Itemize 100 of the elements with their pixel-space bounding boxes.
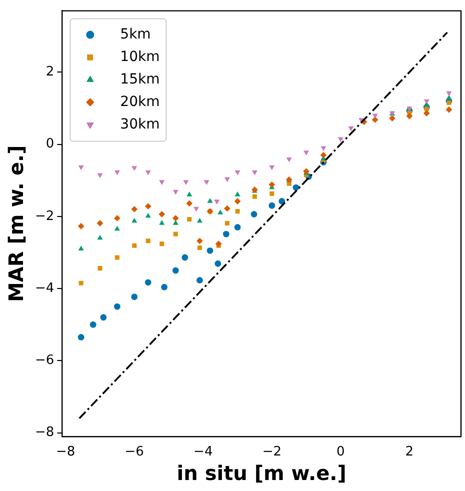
point xyxy=(214,260,222,267)
point xyxy=(114,214,120,222)
point xyxy=(160,242,164,246)
point xyxy=(146,238,150,244)
point xyxy=(406,112,413,120)
point xyxy=(97,234,103,240)
point xyxy=(144,203,152,210)
point xyxy=(159,220,165,225)
point xyxy=(183,180,189,185)
point xyxy=(182,254,188,261)
point xyxy=(131,294,138,300)
point xyxy=(446,91,452,96)
point xyxy=(78,222,84,230)
point xyxy=(145,212,151,218)
point xyxy=(234,224,241,230)
point xyxy=(286,157,292,162)
point xyxy=(159,180,165,185)
point xyxy=(158,211,166,218)
point xyxy=(252,170,258,176)
point xyxy=(144,279,152,286)
point xyxy=(90,321,96,328)
point xyxy=(98,266,102,271)
point xyxy=(114,303,120,310)
legend-label: 15km xyxy=(120,71,160,88)
point xyxy=(224,177,230,182)
point xyxy=(100,314,107,321)
point xyxy=(292,184,300,191)
point xyxy=(268,181,276,188)
point xyxy=(145,170,151,176)
point xyxy=(114,255,120,260)
point xyxy=(268,202,276,209)
point xyxy=(196,277,203,284)
y-tick-label: −2 xyxy=(34,208,54,224)
point xyxy=(218,210,224,214)
point xyxy=(214,200,220,204)
point xyxy=(186,200,193,207)
point xyxy=(207,198,213,203)
point xyxy=(187,217,192,222)
point xyxy=(270,191,274,196)
point xyxy=(197,246,202,250)
point xyxy=(132,218,138,223)
point xyxy=(196,238,203,244)
point xyxy=(172,220,178,225)
legend-label: 20km xyxy=(120,94,160,110)
point xyxy=(304,150,310,156)
point xyxy=(161,284,168,290)
y-tick-label: 0 xyxy=(46,136,54,152)
point xyxy=(278,198,286,204)
x-tick-label: −6 xyxy=(124,444,144,460)
point xyxy=(222,230,230,238)
point xyxy=(132,166,138,171)
point xyxy=(78,280,84,286)
point xyxy=(78,334,84,340)
point xyxy=(215,240,222,247)
point xyxy=(250,211,258,218)
point xyxy=(78,246,84,250)
y-tick-label: −8 xyxy=(34,425,54,440)
point xyxy=(206,247,214,254)
y-tick-label: −4 xyxy=(34,280,54,296)
y-axis-title: MAR [m w. e.] xyxy=(4,145,28,302)
point xyxy=(320,152,327,158)
point xyxy=(446,100,452,106)
point xyxy=(172,267,179,274)
legend-label: 30km xyxy=(120,116,160,132)
point xyxy=(78,165,84,170)
point xyxy=(204,180,210,185)
point xyxy=(193,206,200,212)
x-tick-label: −8 xyxy=(56,444,76,460)
point xyxy=(234,170,240,176)
legend-label: 10km xyxy=(120,48,160,65)
point xyxy=(114,226,120,231)
point xyxy=(196,218,202,223)
point xyxy=(224,205,230,212)
y-tick-label: −6 xyxy=(34,353,54,368)
point xyxy=(132,243,137,248)
point xyxy=(423,110,430,116)
point xyxy=(172,190,178,195)
y-tick-label: 2 xyxy=(46,64,54,80)
point xyxy=(348,126,354,132)
point xyxy=(173,232,178,236)
x-tick-label: −2 xyxy=(262,444,282,460)
x-tick-label: 0 xyxy=(336,444,345,460)
point xyxy=(234,192,240,196)
point xyxy=(114,170,120,176)
point xyxy=(372,114,378,119)
x-tick-label: 2 xyxy=(405,444,414,460)
point xyxy=(252,194,257,199)
point xyxy=(235,209,240,214)
x-tick-label: −4 xyxy=(194,444,213,460)
point xyxy=(172,214,179,222)
point xyxy=(186,192,192,196)
point xyxy=(97,173,103,178)
point xyxy=(446,106,452,113)
x-axis-title: in situ [m w.e.] xyxy=(176,461,346,486)
point xyxy=(224,220,230,226)
legend-label: 5km xyxy=(120,26,151,42)
point xyxy=(389,115,396,122)
point xyxy=(269,165,275,170)
point xyxy=(131,206,138,212)
point xyxy=(424,106,429,112)
